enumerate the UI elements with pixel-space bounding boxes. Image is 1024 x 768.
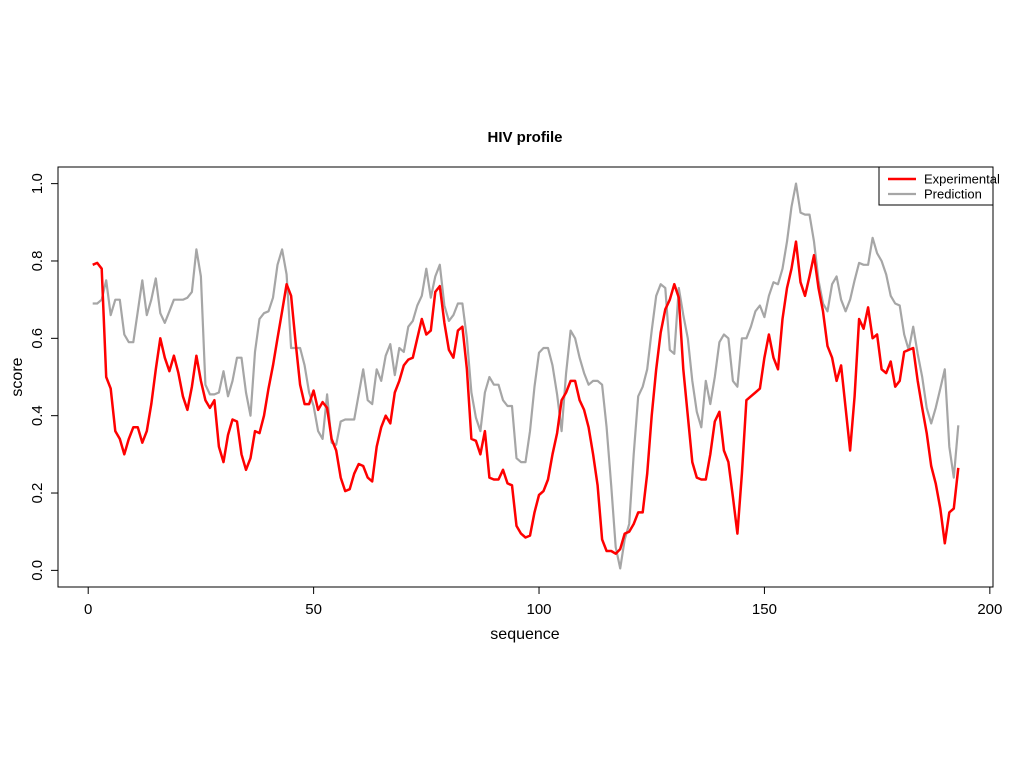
y-axis-label: score	[9, 357, 26, 396]
y-tick-label: 0.0	[29, 560, 46, 581]
prediction-line	[92, 182, 960, 570]
x-axis-ticks: 0 50 100 150 200	[84, 587, 1002, 618]
y-tick-label: 1.0	[29, 173, 46, 194]
x-tick-label: 150	[752, 601, 777, 618]
experimental-line	[92, 240, 960, 555]
legend-prediction-label: Prediction	[924, 187, 982, 202]
y-tick-label: 0.8	[29, 251, 46, 272]
y-tick-label: 0.4	[29, 405, 46, 426]
series-lines	[92, 182, 960, 570]
legend: Experimental Prediction	[878, 166, 1000, 206]
x-tick-label: 200	[977, 601, 1002, 618]
y-axis-ticks: 0.0 0.2 0.4 0.6 0.8 1.0	[29, 173, 58, 581]
x-axis-label: sequence	[490, 626, 559, 643]
plot-border	[57, 166, 994, 588]
x-tick-label: 0	[84, 601, 92, 618]
chart-title: HIV profile	[487, 129, 562, 146]
y-tick-label: 0.2	[29, 483, 46, 504]
y-tick-label: 0.6	[29, 328, 46, 349]
legend-border	[878, 166, 994, 206]
x-tick-label: 50	[305, 601, 322, 618]
legend-experimental-label: Experimental	[924, 172, 1000, 187]
x-tick-label: 100	[527, 601, 552, 618]
